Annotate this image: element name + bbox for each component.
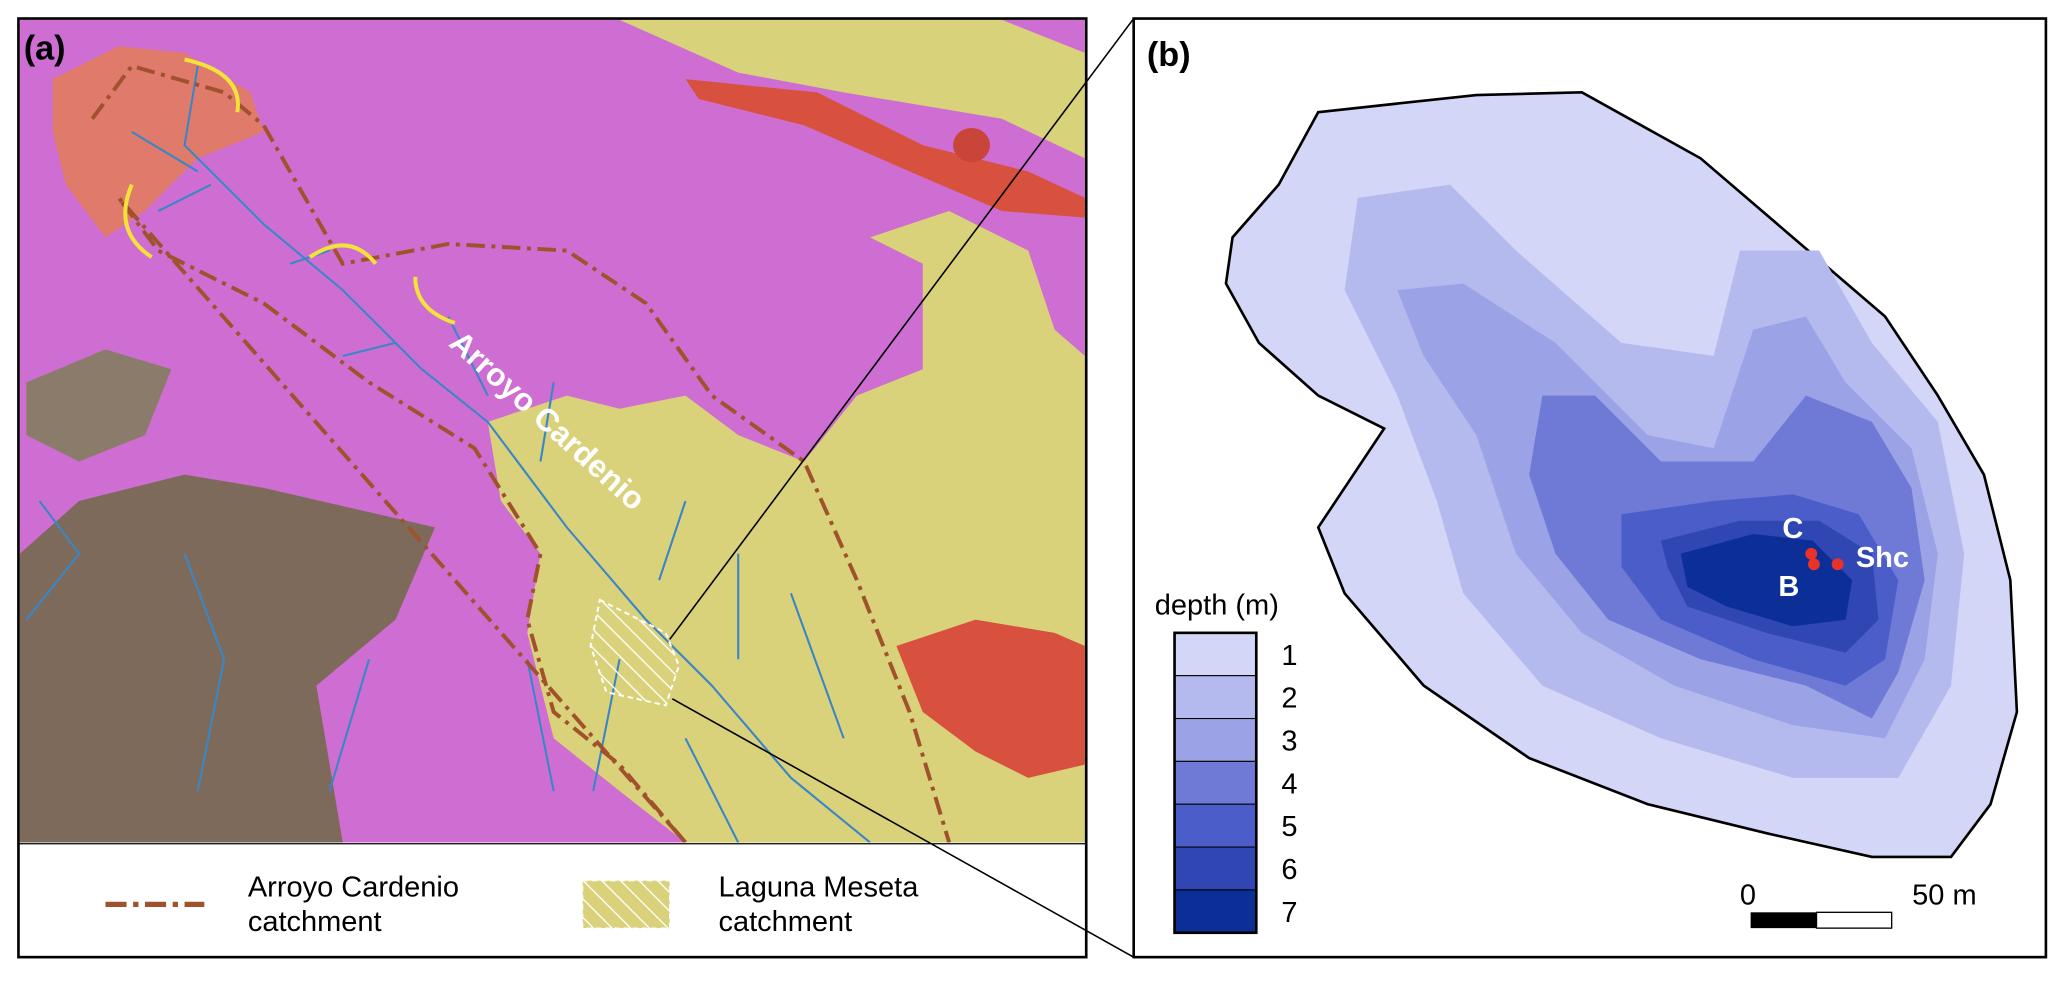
legend-swatch — [1174, 675, 1257, 720]
legend-label: 3 — [1281, 726, 1297, 758]
legend-swatch — [1174, 632, 1257, 677]
legend-label: Laguna Meseta catchment — [718, 871, 919, 937]
legend-swatch — [1174, 760, 1257, 805]
sample-point — [1805, 547, 1818, 560]
panel-label: (a) — [24, 29, 66, 67]
scale-bar — [1750, 912, 1817, 929]
legend-swatch — [1174, 803, 1257, 848]
scale-bar — [1815, 911, 1893, 929]
zoom-line — [669, 18, 1135, 640]
legend-label: Arroyo Cardenio catchment — [248, 871, 459, 937]
sample-label: C — [1782, 513, 1803, 545]
arroyo-cardenio-catchment — [90, 63, 952, 843]
legend-label: 2 — [1281, 683, 1297, 715]
zoom-line — [671, 698, 1135, 958]
scale-label: 0 — [1740, 879, 1756, 911]
depth-legend: 1 2 3 4 5 6 7 — [1173, 631, 1297, 935]
sample-point — [1831, 558, 1844, 571]
red-unit — [953, 127, 990, 163]
legend-label: 1 — [1281, 640, 1297, 672]
scale-label: 50 m — [1912, 879, 1976, 911]
legend-label: 7 — [1281, 897, 1297, 929]
yellow-unit — [619, 19, 1085, 159]
scarp — [123, 57, 456, 325]
laguna-meseta-catchment — [589, 598, 680, 707]
sample-label: B — [1778, 571, 1799, 603]
legend-label: 5 — [1281, 811, 1297, 843]
legend-label: 4 — [1281, 768, 1297, 800]
legend-swatch — [1174, 889, 1257, 934]
map: Arroyo Cardenio — [19, 19, 1085, 843]
legend-title: depth (m) — [1155, 589, 1279, 621]
bare-rock — [26, 349, 172, 462]
sample-point — [1807, 558, 1820, 571]
legend-symbol — [582, 880, 671, 929]
legend-swatch — [1174, 846, 1257, 891]
panel-a-frame — [17, 17, 1088, 959]
bathymetry: CB Shc — [1224, 91, 2019, 859]
legend-swatch — [1174, 718, 1257, 762]
legend-label: 6 — [1281, 854, 1297, 886]
bare-rock — [19, 474, 436, 843]
legend-frame — [1173, 631, 1258, 935]
red-unit — [685, 79, 1085, 218]
red-unit — [52, 46, 264, 238]
panel-label: (b) — [1147, 36, 1191, 74]
sample-label: Shc — [1856, 542, 1909, 574]
red-unit — [896, 619, 1085, 778]
